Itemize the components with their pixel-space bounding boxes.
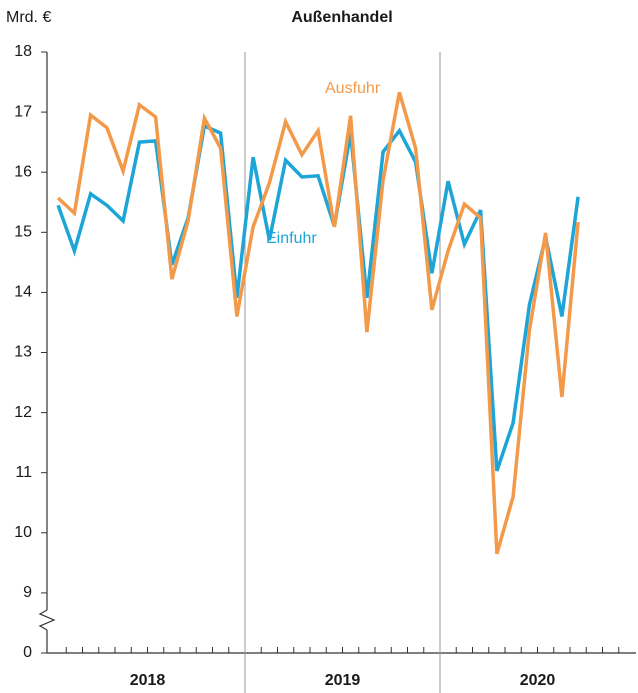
y-tick-label: 13 (14, 344, 32, 361)
chart-title: Außenhandel (291, 9, 392, 26)
y-unit: Mrd. € (6, 9, 51, 26)
series-line (56, 91, 580, 555)
y-tick-label: 18 (14, 43, 32, 60)
y-tick-label: 0 (23, 644, 32, 661)
x-group-label: 2019 (325, 672, 361, 689)
series-label: Einfuhr (266, 230, 317, 247)
y-tick-label: 9 (23, 584, 32, 601)
y-tick-label: 17 (14, 103, 32, 120)
x-group-label: 2018 (130, 672, 166, 689)
y-tick-label: 16 (14, 163, 32, 180)
series-line (56, 123, 580, 472)
y-tick-label: 15 (14, 224, 32, 241)
y-tick-label: 10 (14, 524, 32, 541)
series-label: Ausfuhr (325, 80, 381, 97)
y-tick-label: 14 (14, 284, 32, 301)
y-tick-label: 11 (15, 464, 32, 481)
x-group-label: 2020 (520, 672, 556, 689)
y-tick-label: 12 (14, 404, 32, 421)
axis-break (38, 609, 56, 631)
